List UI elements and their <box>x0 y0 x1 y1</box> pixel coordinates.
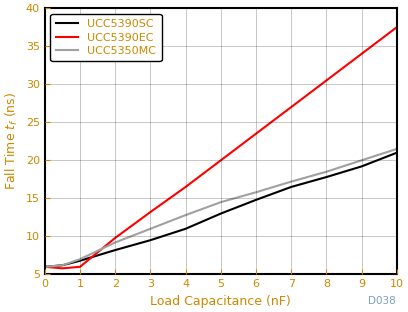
UCC5350MC <box>289 180 294 183</box>
Text: D038: D038 <box>368 296 396 306</box>
Legend: UCC5390SC, UCC5390EC, UCC5350MC: UCC5390SC, UCC5390EC, UCC5350MC <box>50 14 162 61</box>
Line: UCC5390SC: UCC5390SC <box>45 153 397 267</box>
UCC5390SC <box>324 175 329 179</box>
UCC5350MC <box>113 241 118 244</box>
UCC5390EC <box>324 79 329 82</box>
UCC5390SC <box>289 185 294 189</box>
UCC5350MC <box>254 190 259 194</box>
UCC5390EC <box>148 210 153 214</box>
X-axis label: Load Capacitance (nF): Load Capacitance (nF) <box>151 295 291 308</box>
UCC5390SC <box>254 198 259 202</box>
UCC5350MC <box>218 200 223 204</box>
UCC5350MC <box>148 227 153 231</box>
UCC5390EC <box>42 265 47 269</box>
UCC5390SC <box>60 263 65 267</box>
UCC5390SC <box>42 265 47 269</box>
UCC5350MC <box>42 265 47 269</box>
UCC5350MC <box>324 170 329 173</box>
UCC5350MC <box>359 158 364 162</box>
Line: UCC5350MC: UCC5350MC <box>45 149 397 267</box>
UCC5390EC <box>289 105 294 109</box>
UCC5390SC <box>78 259 82 263</box>
UCC5350MC <box>395 147 399 151</box>
UCC5390SC <box>359 164 364 168</box>
UCC5390SC <box>183 227 188 231</box>
UCC5390SC <box>218 212 223 215</box>
UCC5390EC <box>60 266 65 270</box>
UCC5390EC <box>78 265 82 269</box>
Y-axis label: Fall Time $t_f$ (ns): Fall Time $t_f$ (ns) <box>4 92 20 190</box>
UCC5390SC <box>113 248 118 252</box>
UCC5350MC <box>60 263 65 267</box>
UCC5390EC <box>359 52 364 56</box>
UCC5390SC <box>395 151 399 154</box>
UCC5350MC <box>78 257 82 261</box>
UCC5390EC <box>254 132 259 135</box>
Line: UCC5390EC: UCC5390EC <box>45 27 397 268</box>
UCC5390EC <box>218 158 223 162</box>
UCC5350MC <box>183 213 188 217</box>
UCC5390EC <box>183 185 188 189</box>
UCC5390EC <box>395 25 399 29</box>
UCC5390SC <box>148 238 153 242</box>
UCC5390EC <box>113 236 118 240</box>
